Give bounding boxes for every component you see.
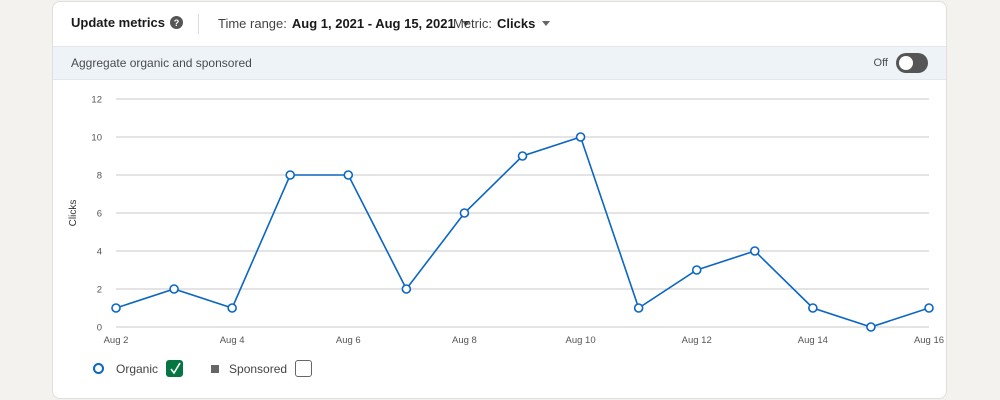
metric-dropdown[interactable]: Metric: Clicks	[453, 16, 551, 31]
sponsored-checkbox[interactable]	[295, 360, 313, 377]
clicks-line-chart: 0 2 4 6 8 10 12 Aug 2 Aug 4 Aug 6 Aug 8 Aug 10 Aug 1…	[68, 95, 944, 347]
aggregate-bar: Aggregate organic and sponsored Off	[53, 46, 946, 80]
x-tick-label: Aug 14	[798, 335, 828, 346]
organic-checkbox[interactable]	[166, 360, 184, 377]
metrics-toolbar: Update metrics ? Time range: Aug 1, 2021…	[53, 2, 946, 46]
data-point	[749, 246, 760, 256]
data-point	[924, 303, 934, 313]
data-point	[691, 265, 702, 275]
data-point	[575, 132, 586, 142]
update-metrics-title: Update metrics ?	[71, 15, 183, 30]
chevron-down-icon	[542, 21, 551, 26]
x-tick-label: Aug 2	[104, 335, 129, 346]
x-tick-label: Aug 4	[220, 335, 245, 346]
data-point	[866, 322, 876, 332]
metrics-card: Update metrics ? Time range: Aug 1, 2021…	[52, 1, 947, 399]
time-range-value: Aug 1, 2021 - Aug 15, 2021	[291, 16, 455, 31]
update-metrics-label: Update metrics	[71, 15, 165, 30]
data-point	[808, 303, 818, 313]
y-tick-label: 10	[91, 133, 102, 144]
aggregate-label: Aggregate organic and sponsored	[71, 56, 252, 70]
metric-value: Clicks	[497, 16, 536, 31]
chevron-down-icon	[461, 21, 470, 26]
aggregate-toggle-control[interactable]: Off	[874, 53, 928, 73]
data-point	[227, 303, 237, 313]
toggle-state-label: Off	[873, 57, 888, 69]
data-point	[285, 170, 296, 180]
data-point	[459, 208, 470, 218]
y-tick-label: 8	[97, 171, 102, 182]
data-point	[169, 284, 179, 294]
series-line-organic	[115, 135, 930, 328]
data-point	[633, 303, 644, 313]
x-tick-label: Aug 12	[682, 335, 712, 346]
organic-marker-icon	[93, 363, 104, 374]
help-icon[interactable]: ?	[169, 16, 183, 29]
x-tick-label: Aug 6	[336, 335, 361, 346]
toggle-knob	[899, 56, 913, 70]
svg-text:?: ?	[174, 18, 180, 28]
x-tick-label: Aug 10	[566, 335, 596, 346]
metric-label: Metric:	[453, 16, 492, 31]
x-tick-label: Aug 16	[914, 335, 944, 346]
sponsored-legend-label: Sponsored	[229, 361, 288, 376]
aggregate-toggle[interactable]	[896, 53, 928, 73]
x-tick-label: Aug 8	[452, 335, 477, 346]
y-axis-title: Clicks	[68, 200, 79, 227]
y-tick-label: 12	[91, 95, 102, 106]
data-point	[517, 151, 528, 161]
y-tick-label: 6	[97, 209, 102, 220]
time-range-label: Time range:	[218, 16, 287, 31]
y-tick-label: 2	[97, 285, 102, 296]
toolbar-divider	[198, 14, 199, 34]
sponsored-marker-icon	[211, 364, 220, 373]
chart-legend: Organic Sponsored	[93, 360, 313, 377]
data-point	[111, 303, 121, 313]
data-point	[343, 170, 354, 180]
y-tick-label: 4	[97, 247, 102, 258]
organic-legend-label: Organic	[116, 361, 159, 376]
checkmark-icon	[170, 362, 181, 375]
data-point	[401, 284, 412, 294]
time-range-dropdown[interactable]: Time range: Aug 1, 2021 - Aug 15, 2021	[218, 16, 470, 31]
y-tick-label: 0	[97, 323, 102, 334]
